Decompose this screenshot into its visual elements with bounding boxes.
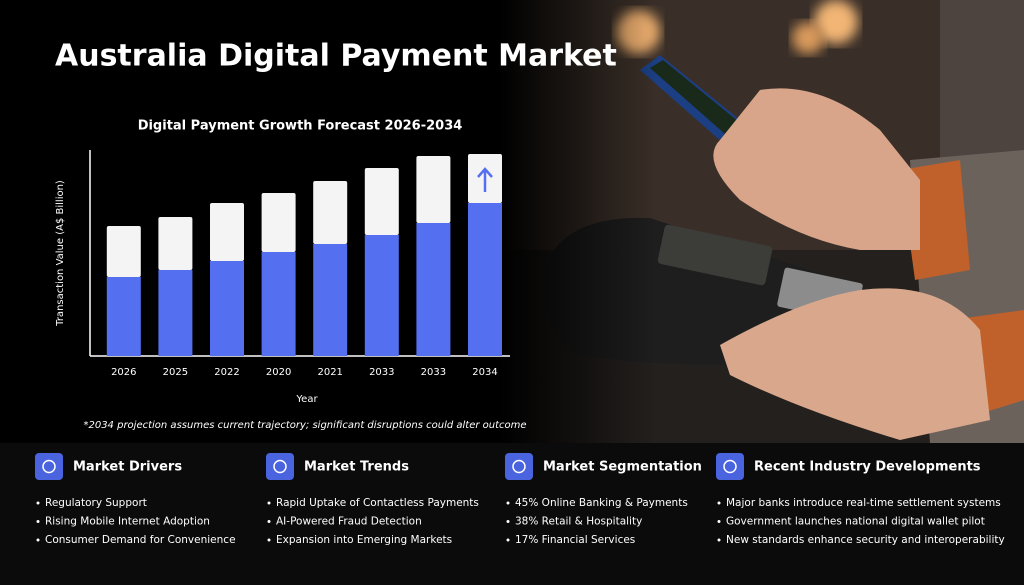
bullet <box>506 520 510 523</box>
section-icon-glyph <box>273 459 287 474</box>
bar-segment <box>416 156 451 223</box>
x-axis-label: Year <box>295 394 318 405</box>
section-item: AI-Powered Fraud Detection <box>276 516 422 528</box>
section-item: New standards enhance security and inter… <box>726 534 1005 546</box>
section-title: Recent Industry Developments <box>754 460 981 475</box>
section-title: Market Segmentation <box>543 460 702 475</box>
bar-segment <box>106 226 141 277</box>
x-tick-label: 2033 <box>421 367 446 378</box>
section-item: Major banks introduce real-time settleme… <box>726 497 1001 509</box>
section-item: Consumer Demand for Convenience <box>45 534 236 546</box>
section-title: Market Drivers <box>73 460 182 475</box>
bar-segment <box>416 223 451 356</box>
bar-segment <box>210 203 244 261</box>
section-icon <box>716 453 744 480</box>
section-item: Government launches national digital wal… <box>726 516 985 528</box>
section-icon-glyph <box>512 459 526 474</box>
bullet <box>717 538 721 542</box>
section-item: Expansion into Emerging Markets <box>276 534 452 546</box>
bullet <box>36 501 40 505</box>
bullet <box>267 538 271 542</box>
chart: Digital Payment Growth Forecast 2026-203… <box>55 119 527 432</box>
page-title: Australia Digital Payment Market <box>55 39 617 74</box>
section-icon <box>266 453 294 480</box>
section-item: Regulatory Support <box>45 497 147 509</box>
section-item: 17% Financial Services <box>515 534 635 546</box>
section-item: 45% Online Banking & Payments <box>515 497 688 509</box>
bullet <box>717 501 721 505</box>
bar-segment <box>364 235 399 356</box>
section-item: 38% Retail & Hospitality <box>515 516 642 528</box>
bullet <box>267 520 271 523</box>
x-tick-label: 2020 <box>266 367 291 378</box>
x-tick-label: 2026 <box>111 367 136 378</box>
bullet <box>36 538 40 542</box>
section-title: Market Trends <box>304 460 409 475</box>
section-item: Rising Mobile Internet Adoption <box>45 516 210 528</box>
bullet <box>36 520 40 523</box>
bar-segment <box>313 181 348 244</box>
bullet <box>506 501 510 505</box>
y-axis-label: Transaction Value (A$ Billion) <box>55 180 66 327</box>
bar-segment <box>158 270 193 356</box>
chart-note: *2034 projection assumes current traject… <box>83 420 526 431</box>
bar-segment <box>468 203 502 356</box>
bar-segment <box>106 277 141 356</box>
bar-segment <box>261 252 296 356</box>
section-icon <box>35 453 63 480</box>
section-icon <box>505 453 533 480</box>
x-tick-label: 2034 <box>472 367 497 378</box>
bar-segment <box>313 244 348 356</box>
bullet <box>717 520 721 523</box>
bar-segment <box>364 168 399 235</box>
photo <box>500 0 1024 443</box>
x-tick-label: 2025 <box>163 367 188 378</box>
x-tick-label: 2022 <box>214 367 239 378</box>
bar-segment <box>261 193 296 252</box>
bullet <box>267 501 271 505</box>
bar-segment <box>210 261 244 356</box>
x-tick-label: 2021 <box>317 367 342 378</box>
chart-title: Digital Payment Growth Forecast 2026-203… <box>138 119 463 134</box>
arrow-icon <box>477 167 493 192</box>
section-icon-glyph <box>723 459 737 474</box>
bullet <box>506 538 510 542</box>
x-tick-label: 2033 <box>369 367 394 378</box>
section-icon-glyph <box>42 459 56 474</box>
section-item: Rapid Uptake of Contactless Payments <box>276 497 479 509</box>
bar-segment <box>158 217 193 270</box>
